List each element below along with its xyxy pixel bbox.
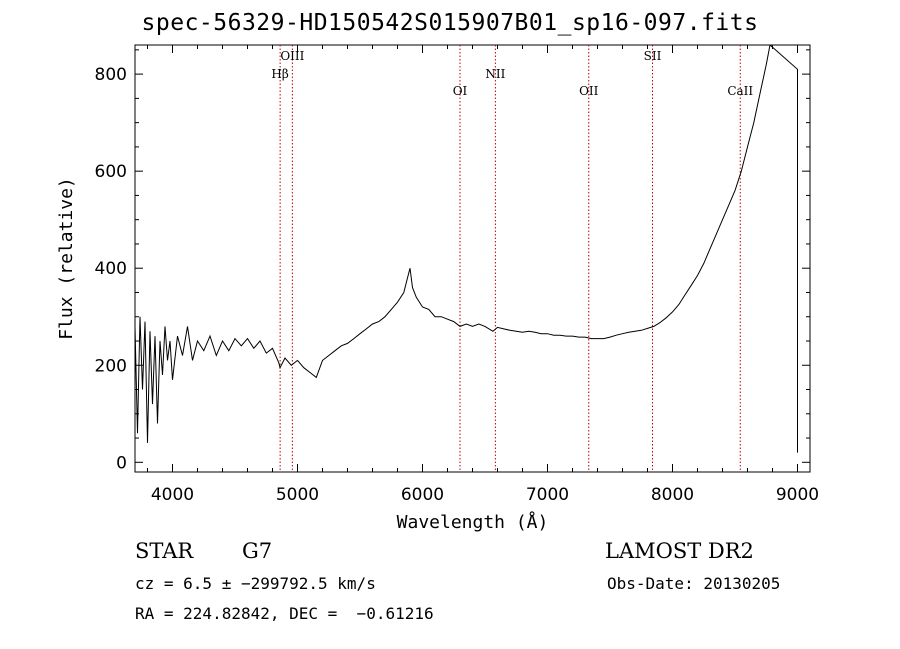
x-axis-label: Wavelength (Å) — [397, 511, 549, 533]
x-tick-label: 9000 — [776, 485, 819, 505]
x-tick-label: 8000 — [651, 485, 694, 505]
survey-label: LAMOST DR2 — [605, 539, 754, 563]
y-axis-label: Flux (relative) — [56, 177, 77, 340]
spectral-line-label: OII — [579, 84, 599, 98]
x-tick-label: 4000 — [151, 485, 194, 505]
observation-date: Obs-Date: 20130205 — [607, 574, 781, 593]
x-tick-label: 6000 — [401, 485, 444, 505]
y-tick-label: 600 — [95, 162, 127, 182]
redshift-readout: cz = 6.5 ± −299792.5 km/s — [135, 574, 376, 593]
coordinates-readout: RA = 224.82842, DEC = −0.61216 — [135, 604, 434, 623]
y-tick-label: 200 — [95, 356, 127, 376]
x-tick-label: 7000 — [526, 485, 569, 505]
spectrum-series — [135, 45, 798, 453]
spectral-line-label: CaII — [727, 84, 753, 98]
plot-frame — [134, 44, 811, 473]
object-subclass: G7 — [242, 539, 273, 563]
y-tick-label: 800 — [95, 65, 127, 85]
x-tick-label: 5000 — [276, 485, 319, 505]
y-tick-label: 0 — [116, 453, 127, 473]
y-tick-label: 400 — [95, 259, 127, 279]
spectral-line-label: OI — [453, 84, 468, 98]
spectral-line-label: SII — [644, 49, 662, 63]
chart-title: spec-56329-HD150542S015907B01_sp16-097.f… — [141, 10, 759, 36]
object-class: STAR — [135, 539, 194, 563]
spectral-line-label: NII — [485, 67, 505, 81]
spectral-line-label: OIII — [280, 49, 304, 63]
spectral-line-label: Hβ — [271, 67, 288, 81]
